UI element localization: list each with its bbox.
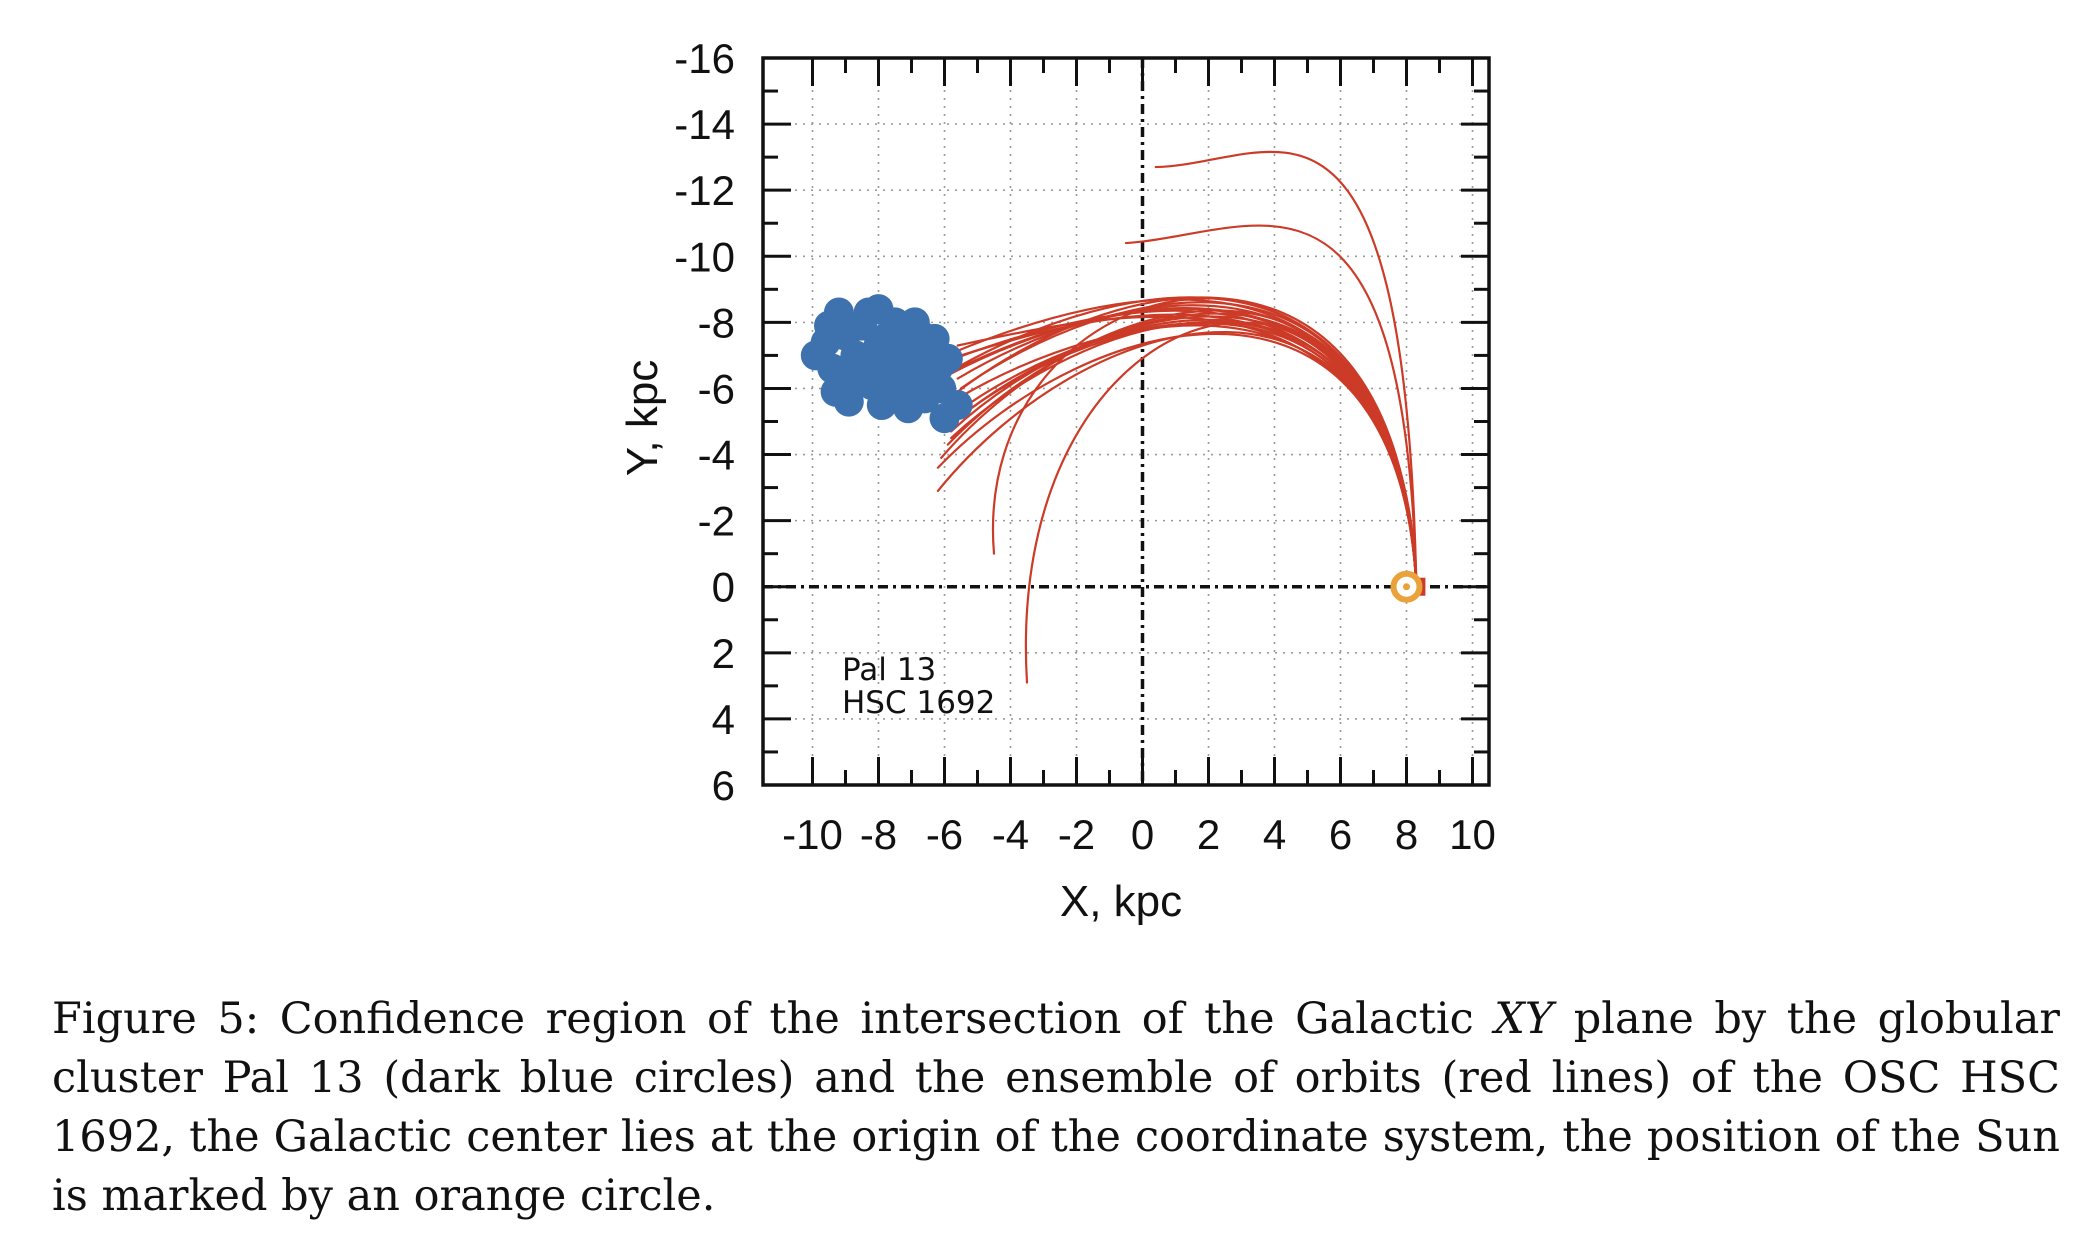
annotation-pal13: Pal 13 xyxy=(842,652,936,688)
y-axis-title: Y, kpc xyxy=(618,360,667,477)
y-tick-label: -10 xyxy=(674,233,735,280)
axes xyxy=(761,56,1491,787)
orbit-plot: -10 -8 -6 -4 -2 0 2 4 6 8 10-16-14-12-10-8-6-4-202… xyxy=(618,35,1496,926)
orbit-line xyxy=(946,307,1418,588)
x-tick-label: -8 xyxy=(860,811,897,858)
sun-icon-center xyxy=(1403,583,1410,591)
orbit-line-outlier xyxy=(1154,150,1418,588)
cluster-point xyxy=(820,376,851,407)
x-tick-label: 2 xyxy=(1197,811,1220,858)
orbit-line xyxy=(953,298,1418,588)
tick-labels: -10 -8 -6 -4 -2 0 2 4 6 8 10-16-14-12-10-8-6-4-202… xyxy=(674,35,1496,858)
caption-label: Figure 5: xyxy=(52,994,260,1044)
y-tick-label: 0 xyxy=(712,564,735,611)
cluster-point xyxy=(899,307,930,338)
x-tick-label: 4 xyxy=(1263,811,1286,858)
y-tick-label: -14 xyxy=(674,101,735,148)
orbit-line xyxy=(940,309,1418,588)
y-tick-label: -6 xyxy=(698,365,735,412)
y-tick-label: 4 xyxy=(712,696,735,743)
cluster-points xyxy=(800,294,973,434)
figure-caption: Figure 5: Confidence region of the inter… xyxy=(52,990,2060,1226)
orbit-line xyxy=(959,296,1418,588)
x-tick-label: 10 xyxy=(1449,811,1496,858)
x-tick-label: 8 xyxy=(1395,811,1418,858)
x-tick-label: -10 xyxy=(782,811,843,858)
orbit-line xyxy=(956,315,1418,588)
x-tick-label: -2 xyxy=(1058,811,1095,858)
caption-text-post: plane by the globular cluster Pal 13 (da… xyxy=(52,994,2060,1221)
cluster-point xyxy=(942,389,973,420)
y-tick-label: -4 xyxy=(698,432,735,479)
caption-text-pre: Confidence region of the intersection of… xyxy=(259,994,1495,1044)
x-tick-label: 0 xyxy=(1131,811,1154,858)
orbit-line xyxy=(950,315,1418,588)
orbit-line xyxy=(953,309,1418,588)
orbit-line-outlier xyxy=(1124,224,1418,588)
x-tick-label: -6 xyxy=(926,811,963,858)
y-tick-label: -16 xyxy=(674,35,735,82)
y-tick-label: 6 xyxy=(712,762,735,809)
orbit-line-outlier xyxy=(991,297,1418,588)
orbit-line xyxy=(959,313,1418,588)
x-axis-title: X, kpc xyxy=(1060,877,1182,926)
orbit-line-outlier xyxy=(1024,321,1418,684)
cluster-point xyxy=(814,310,844,341)
caption-xy: XY xyxy=(1494,994,1554,1044)
cluster-point xyxy=(843,366,874,397)
x-tick-label: 6 xyxy=(1329,811,1352,858)
sun-marker xyxy=(1390,570,1423,603)
x-tick-label: -4 xyxy=(992,811,1029,858)
annotation-hsc1692: HSC 1692 xyxy=(842,685,995,721)
y-tick-label: -8 xyxy=(698,299,735,346)
cluster-point xyxy=(932,343,963,374)
y-tick-label: -12 xyxy=(674,167,735,214)
orbit-line xyxy=(936,332,1418,588)
figure-5: -10 -8 -6 -4 -2 0 2 4 6 8 10 -16 -14 -12 -10 -8 -6 -4 -2 0 2… xyxy=(618,35,1496,926)
y-tick-label: 2 xyxy=(712,630,735,677)
y-tick-label: -2 xyxy=(698,498,735,545)
